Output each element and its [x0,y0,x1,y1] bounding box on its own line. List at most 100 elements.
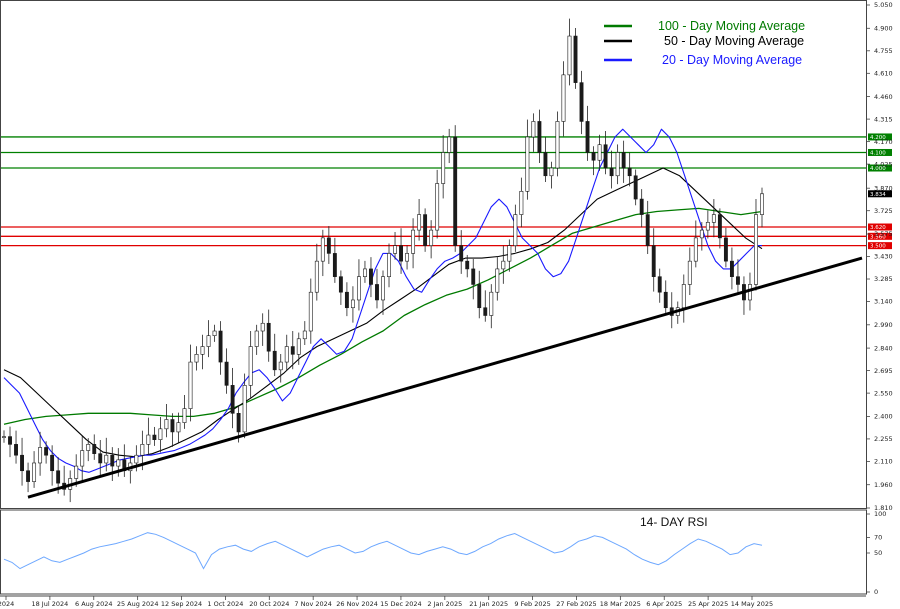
candle-body [26,470,31,482]
y-tick-label: 3.575 [874,230,893,238]
y-tick-label: 2.400 [874,413,893,421]
candle-body [104,454,109,464]
candle-body [549,167,554,177]
candle-body [92,444,97,454]
y-tick-label: 5.050 [874,1,893,9]
rsi-panel-frame [0,509,867,595]
candle-body [332,253,337,277]
candle-body [80,450,85,467]
candle-body [182,408,187,423]
level-tag [868,223,892,231]
rsi-y-tick-label: 70 [874,534,882,542]
candle-body [116,459,121,467]
y-tick-label: 4.900 [874,24,893,32]
candle-body [194,354,199,363]
y-tick-label: 2.840 [874,344,893,352]
y-tick-label: 3.140 [874,298,893,306]
candle-body [645,214,650,246]
x-tick-label: 25 Apr 2025 [688,600,728,608]
candle-body [369,268,373,285]
candle-body [459,245,464,262]
candle-body [363,268,367,277]
candle-body [152,434,157,440]
x-tick-label: 1 Oct 2024 [207,600,243,608]
candle-body [453,136,458,246]
y-tick-label: 4.025 [874,160,893,168]
candle-body [74,465,79,479]
candle-body [405,253,410,262]
candle-body [615,152,620,177]
level-tag-label: 3.560 [870,234,886,240]
candle-body [206,335,211,347]
candle-body [483,307,488,316]
candle-body [134,454,139,464]
candle-body [98,453,103,464]
candle-body [447,136,452,153]
price-series [2,18,764,503]
candle-body [56,470,61,484]
candle-body [266,322,271,352]
candle-body [14,444,18,456]
support-trendline [27,256,863,499]
x-tick-label: 26 Nov 2024 [336,600,378,608]
rsi-panel: 100 70 50 0 14- DAY RSI [3,510,886,596]
candle-body [272,350,277,371]
horizontal-levels: 4.200 4.100 4.000 3.620 3.560 3.500 3.834 [0,133,892,250]
candle-body [164,419,169,430]
candle-body [735,276,740,285]
candle-body [302,330,307,340]
x-tick-label: 12 Sep 2024 [161,600,202,608]
candle-body [224,361,229,386]
level-tag-label: 4.100 [870,150,886,156]
candle-body [543,152,548,177]
candle-body [308,291,313,332]
y-tick-label: 2.695 [874,367,893,375]
y-tick-label: 2.255 [874,435,893,443]
legend-label: 100 - Day Moving Average [658,19,805,33]
level-tag-label: 4.200 [870,135,886,141]
candle-body [489,291,494,316]
rsi-y-tick-label: 50 [874,549,882,557]
y-tick-label: 3.870 [874,184,893,192]
main-panel-frame [0,0,867,509]
candle-body [711,214,716,223]
candle-body [621,152,626,169]
candle-body [2,436,6,438]
candle-body [375,284,379,301]
candle-body [519,190,524,215]
x-tick-label: 6 Apr 2025 [646,600,682,608]
candle-body [597,144,602,161]
candle-body [423,214,428,246]
candle-body [555,121,560,169]
candle-body [717,214,722,239]
rsi-y-tick-label: 0 [874,588,878,596]
y-tick-label: 4.460 [874,93,893,101]
trendline [27,256,863,499]
candle-body [212,330,217,336]
x-tick-label: 18 Jul 2024 [31,600,68,608]
last-price-tag [868,190,892,198]
candle-body [176,422,181,433]
y-tick-label: 2.550 [874,389,893,397]
candle-body [501,260,506,270]
candle-body [188,361,193,409]
candle-body [705,222,710,231]
candle-body [260,322,265,332]
y-tick-label: 1.810 [874,504,893,512]
x-tick-label: 2 Jan 2025 [427,600,462,608]
y-tick-label: 4.755 [874,47,893,55]
candle-body [290,346,295,355]
candle-body [471,268,476,285]
level-tag-label: 4.000 [870,166,886,172]
candle-body [633,175,638,200]
candle-body [477,284,482,309]
candle-body [242,385,247,433]
y-tick-label: 3.725 [874,207,893,215]
candle-body [591,152,596,161]
level-tag [868,232,892,240]
x-tick-label: 2024 [0,600,14,608]
last-price-label: 3.834 [870,192,886,198]
x-tick-label: 14 May 2025 [731,600,773,608]
candle-body [627,167,632,177]
